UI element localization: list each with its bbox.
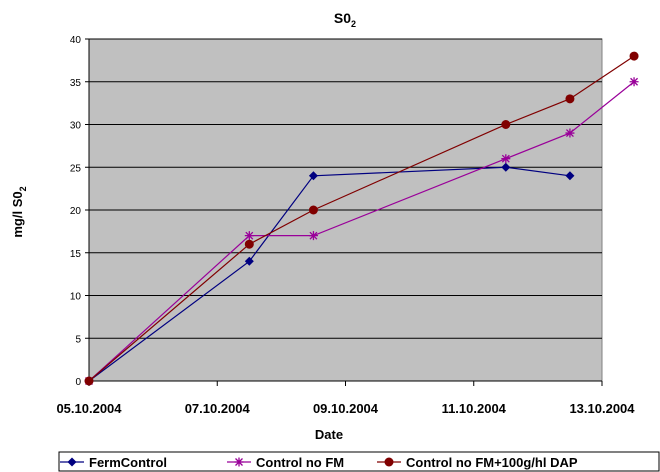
legend-box bbox=[58, 451, 660, 472]
y-ticks: 0 5 10 15 20 25 30 35 40 bbox=[70, 35, 89, 388]
diamond-marker bbox=[501, 162, 511, 172]
x-ticks: 05.10.2004 07.10.2004 09.10.2004 11.10.2004… bbox=[56, 381, 635, 416]
y-tick-label: 35 bbox=[70, 78, 82, 89]
diamond-marker bbox=[565, 171, 575, 181]
series-control-no-fm-100g-hl-dap bbox=[84, 51, 639, 386]
star-marker bbox=[308, 231, 318, 241]
gridlines bbox=[89, 38, 602, 339]
star-marker bbox=[565, 128, 575, 138]
circle-marker bbox=[629, 51, 639, 61]
legend-label: Control no FM bbox=[256, 455, 344, 470]
x-tick-label: 09.10.2004 bbox=[313, 401, 379, 416]
circle-marker bbox=[384, 457, 394, 467]
y-tick-label: 0 bbox=[75, 377, 81, 388]
circle-marker bbox=[308, 205, 318, 215]
diamond-marker bbox=[308, 171, 318, 181]
diamond-marker bbox=[67, 457, 77, 467]
series-line bbox=[88, 81, 635, 382]
x-tick-label: 11.10.2004 bbox=[442, 401, 507, 416]
chart-title-subscript: 2 bbox=[351, 19, 356, 29]
legend-label: FermControl bbox=[89, 455, 167, 470]
x-axis-label: Date bbox=[315, 427, 343, 442]
series-layer bbox=[84, 51, 639, 386]
series-line bbox=[88, 55, 635, 382]
legend-item: Control no FM bbox=[227, 455, 344, 470]
y-tick-label: 15 bbox=[70, 249, 82, 260]
y-tick-label: 5 bbox=[75, 334, 81, 345]
legend-label: Control no FM+100g/hl DAP bbox=[406, 455, 578, 470]
star-marker bbox=[629, 77, 639, 87]
y-tick-label: 40 bbox=[70, 35, 82, 46]
circle-marker bbox=[244, 239, 254, 249]
x-tick-label: 13.10.2004 bbox=[569, 401, 635, 416]
star-marker bbox=[234, 457, 244, 467]
circle-marker bbox=[84, 376, 94, 386]
x-tick-label: 07.10.2004 bbox=[185, 401, 251, 416]
y-axis-label-subscript: 2 bbox=[18, 186, 28, 191]
legend: FermControl Control no FM Control no FM+10… bbox=[60, 455, 578, 470]
y-axis-label-main: mg/l S0 bbox=[10, 191, 25, 237]
circle-marker bbox=[501, 120, 511, 129]
y-tick-label: 30 bbox=[70, 121, 82, 132]
chart-title-main: S0 bbox=[334, 10, 351, 26]
star-marker bbox=[244, 231, 254, 241]
y-tick-label: 20 bbox=[70, 206, 82, 217]
circle-marker bbox=[565, 94, 575, 104]
y-axis-label: mg/l S02 bbox=[10, 186, 28, 237]
star-marker bbox=[501, 154, 511, 164]
diamond-marker bbox=[244, 256, 254, 266]
y-tick-label: 10 bbox=[70, 292, 82, 303]
chart-title: S02 bbox=[334, 10, 356, 29]
legend-item: Control no FM+100g/hl DAP bbox=[377, 455, 578, 470]
y-tick-label: 25 bbox=[70, 163, 82, 174]
x-tick-label: 05.10.2004 bbox=[56, 401, 122, 416]
legend-item: FermControl bbox=[60, 455, 167, 470]
